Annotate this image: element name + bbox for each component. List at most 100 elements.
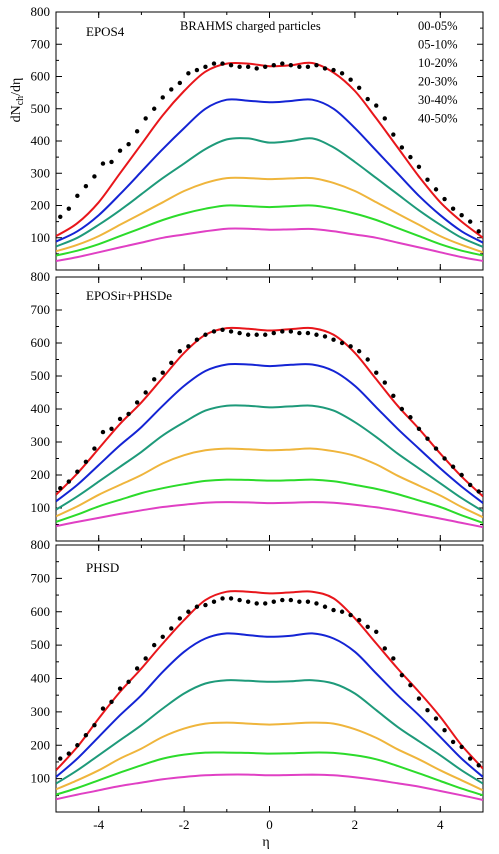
- series-line-30-40%: [56, 478, 483, 524]
- y-tick-label: 400: [31, 133, 51, 148]
- y-tick-label: 600: [31, 604, 51, 619]
- data-point: [442, 456, 447, 461]
- data-point: [433, 187, 439, 192]
- data-point: [134, 129, 140, 134]
- data-point: [425, 708, 430, 713]
- data-point: [297, 64, 302, 70]
- series-line-40-50%: [56, 227, 483, 262]
- y-tick-label: 500: [31, 101, 51, 116]
- data-point: [92, 446, 97, 451]
- data-point: [365, 357, 370, 362]
- x-tick-label: -4: [93, 817, 104, 832]
- data-point: [254, 66, 259, 71]
- data-point: [220, 327, 225, 332]
- panel-label-eposir-phsde: EPOSir+PHSDe: [86, 288, 172, 303]
- data-point: [117, 686, 123, 691]
- data-point: [177, 349, 183, 354]
- data-point: [237, 330, 242, 336]
- data-point: [237, 64, 242, 70]
- data-point: [160, 95, 165, 100]
- data-point: [194, 67, 200, 73]
- data-point: [100, 161, 106, 166]
- data-point: [109, 159, 114, 165]
- y-axis-title-main: dN: [9, 105, 24, 122]
- data-point: [374, 103, 379, 108]
- data-point: [271, 599, 276, 604]
- y-tick-label: 700: [31, 570, 51, 585]
- data-point: [134, 400, 140, 405]
- data-point: [450, 464, 456, 469]
- data-point: [245, 599, 251, 604]
- data-point: [339, 340, 345, 346]
- series-line-05-10%: [56, 98, 483, 244]
- data-point: [356, 617, 362, 623]
- data-point: [391, 656, 396, 661]
- data-point: [134, 666, 140, 671]
- data-point: [254, 332, 259, 337]
- data-point: [288, 329, 294, 334]
- data-point: [391, 393, 396, 398]
- data-point: [467, 482, 473, 488]
- data-point: [467, 219, 473, 224]
- data-point: [322, 334, 328, 339]
- series-line-10-20%: [56, 679, 483, 785]
- x-tick-label: 0: [266, 817, 273, 832]
- data-point: [297, 599, 302, 604]
- data-point: [177, 80, 183, 86]
- data-point: [399, 672, 405, 678]
- data-point: [152, 642, 157, 648]
- data-point: [75, 743, 80, 748]
- data-point: [58, 486, 63, 491]
- y-tick-label: 100: [31, 771, 51, 786]
- data-point: [75, 193, 80, 199]
- data-point: [228, 596, 234, 601]
- data-point: [271, 330, 276, 336]
- data-point: [237, 597, 242, 603]
- legend-entry: 40-50%: [418, 112, 458, 126]
- data-point: [186, 344, 191, 349]
- data-point: [450, 739, 456, 745]
- data-point: [169, 626, 174, 631]
- panel-2: 100 200 300 400 500 600 700 800 -4 -2 0 2 4: [31, 537, 484, 832]
- data-point: [305, 330, 311, 336]
- x-tick-label: 4: [437, 817, 444, 832]
- y-tick-label: 300: [31, 704, 51, 719]
- legend-title: BRAHMS charged particles: [180, 19, 321, 33]
- data-point: [211, 599, 217, 604]
- data-point: [408, 682, 413, 688]
- y-tick-label: 300: [31, 165, 51, 180]
- legend-entry: 10-20%: [418, 56, 458, 70]
- data-point: [280, 597, 285, 603]
- y-tick-label: 200: [31, 737, 51, 752]
- series-line-10-20%: [56, 137, 483, 248]
- data-point: [467, 756, 473, 761]
- x-axis-title: η: [262, 835, 269, 850]
- data-point: [152, 106, 157, 111]
- data-point: [391, 132, 396, 137]
- y-axis-title-sub: ch: [15, 96, 26, 105]
- data-point: [126, 142, 131, 147]
- data-point: [459, 472, 464, 478]
- legend: 00-05% 05-10% 10-20% 20-30% 30-40% 40-50%: [418, 19, 458, 126]
- data-point: [169, 87, 174, 92]
- data-point: [356, 85, 362, 90]
- legend-entry: 30-40%: [418, 93, 458, 107]
- y-tick-label: 600: [31, 335, 51, 350]
- data-point: [288, 63, 294, 68]
- data-point: [374, 629, 379, 634]
- plot-area: [56, 326, 483, 529]
- data-point: [66, 751, 72, 756]
- data-point: [109, 426, 114, 431]
- data-point: [66, 206, 72, 211]
- data-point: [117, 148, 123, 153]
- data-point: [450, 206, 456, 211]
- data-point: [203, 64, 208, 70]
- data-point: [425, 436, 430, 441]
- y-tick-label: 500: [31, 637, 51, 652]
- y-tick-label: 800: [31, 537, 51, 552]
- data-point: [126, 411, 131, 417]
- plot-area: [56, 61, 483, 262]
- data-point: [322, 66, 328, 71]
- data-point: [75, 469, 80, 474]
- data-point: [100, 706, 106, 711]
